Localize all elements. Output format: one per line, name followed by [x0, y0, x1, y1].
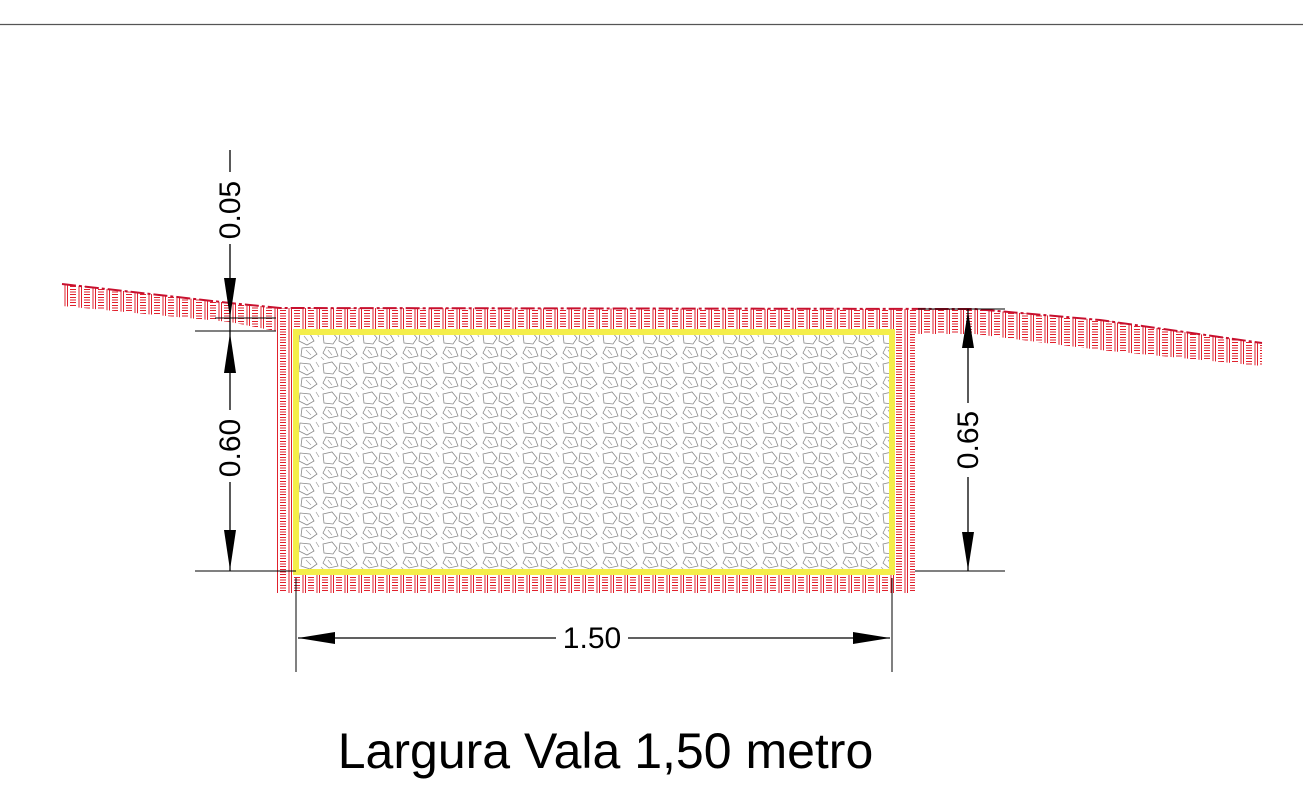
arrow-0-60-bottom — [224, 530, 236, 570]
arrow-0-65-top — [962, 311, 974, 348]
label-bg-1-50 — [556, 622, 628, 654]
arrow-0-65-bottom — [962, 532, 974, 570]
label-bg-0-65 — [953, 403, 981, 477]
drawing-caption: Largura Vala 1,50 metro — [337, 723, 874, 779]
trench-border — [293, 329, 895, 575]
arrow-1-50-left — [298, 632, 335, 644]
arrow-0-60-top — [224, 333, 236, 373]
label-bg-0-60 — [215, 410, 243, 482]
label-0-65: 0.65 — [952, 411, 985, 469]
label-0-05: 0.05 — [214, 181, 247, 239]
arrow-1-50-right — [853, 632, 890, 644]
trench-fill — [296, 332, 892, 572]
label-bg-0-05 — [215, 172, 243, 244]
ground-line — [61, 283, 1263, 344]
label-1-50: 1.50 — [563, 622, 621, 655]
arrow-0-05 — [224, 278, 236, 318]
label-0-60: 0.60 — [214, 419, 247, 477]
